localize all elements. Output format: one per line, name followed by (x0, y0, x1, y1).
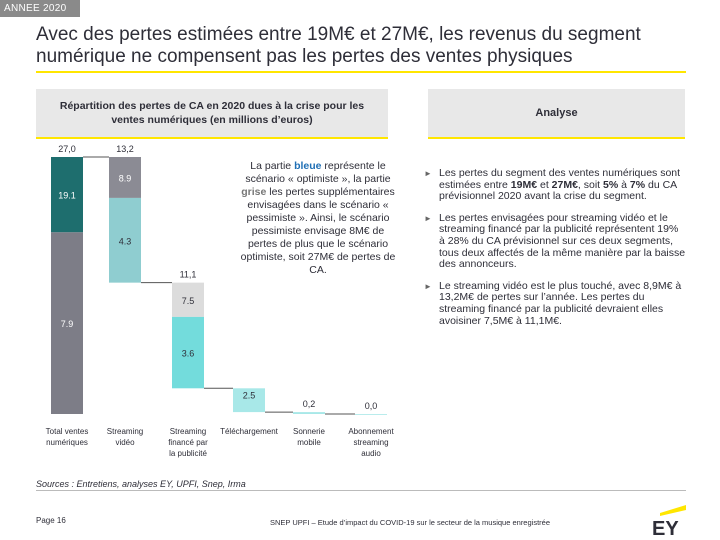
bar-segment-label: 7.5 (182, 296, 195, 306)
bullet-text: Les pertes envisagées pour streaming vid… (439, 211, 686, 271)
footer-divider (36, 490, 686, 491)
bar-total-part-a (51, 232, 83, 414)
bar-segment-label: 2.5 (243, 390, 256, 400)
bullet-arrow-icon: ► (424, 169, 432, 178)
bullet-text: à (618, 178, 630, 191)
scenario-note: La partie bleue représente le scénario «… (238, 160, 398, 277)
bar-4-optimistic (293, 412, 325, 414)
note-text-2: représente le scénario « optimiste », la… (245, 160, 391, 185)
bar-value-label: 0,0 (365, 401, 378, 411)
note-blue-word: bleue (294, 160, 322, 172)
page-title: Avec des pertes estimées entre 19M€ et 2… (36, 24, 641, 67)
category-label: Streaming vidéo (107, 427, 143, 447)
bar-2-optimistic (172, 316, 204, 389)
year-tag: ANNEE 2020 (0, 0, 80, 17)
ey-logo-beam-icon (660, 505, 686, 516)
analyse-header: Analyse (428, 89, 685, 139)
bar-value-label: 11,1 (180, 270, 197, 280)
category-label: Sonnerie mobile (293, 427, 326, 447)
bar-1-pessimistic (109, 157, 141, 198)
bullet-text: Le streaming vidéo est le plus touché, a… (439, 279, 682, 327)
bar-value-label: 0,2 (303, 399, 316, 409)
note-text-3: les pertes supplémentaires envisagées da… (240, 186, 396, 276)
ey-logo: EY (652, 505, 686, 537)
note-text-1: La partie (250, 160, 295, 172)
analyse-bullet: ► Les pertes envisagées pour streaming v… (424, 211, 686, 271)
category-label: Téléchargement (220, 427, 279, 436)
ey-logo-text: EY (652, 518, 679, 537)
bullet-arrow-icon: ► (424, 213, 432, 223)
page-number: Page 16 (36, 516, 66, 525)
title-underline (36, 71, 686, 73)
bar-value-label: 13,2 (116, 144, 134, 154)
bar-3-optimistic (233, 388, 265, 413)
bullet-text: du CA prévisionnel 2020 avant la crise d… (439, 178, 677, 203)
bar-segment-label: 19.1 (58, 191, 76, 201)
analyse-bullets: ► Les pertes du segment des ventes numér… (424, 167, 686, 337)
analyse-bullet: ► Le streaming vidéo est le plus touché,… (424, 279, 686, 327)
chart-header: Répartition des pertes de CA en 2020 due… (36, 89, 388, 139)
bullet-bold: 5% (603, 178, 619, 191)
category-label: Total ventes numériques (46, 427, 89, 447)
bullet-arrow-icon: ► (424, 281, 432, 291)
footer-text: SNEP UPFI – Etude d’impact du COVID-19 s… (270, 518, 550, 527)
sources: Sources : Entretiens, analyses EY, UPFI,… (36, 479, 246, 489)
bullet-text: Les pertes du segment des ventes numériq… (439, 167, 681, 191)
bar-value-label: 27,0 (58, 144, 76, 154)
bullet-bold: 19M€ (510, 178, 538, 191)
bar-2-pessimistic (172, 282, 204, 317)
bar-5-optimistic (355, 414, 387, 415)
note-grey-word: grise (241, 186, 267, 198)
bar-segment-label: 7.9 (61, 319, 74, 329)
bullet-bold: 27M€ (551, 178, 578, 191)
bar-segment-label: 3.6 (182, 349, 195, 359)
bar-segment-label: 4.3 (119, 236, 132, 246)
bar-segment-label: 8.9 (119, 173, 132, 183)
bar-1-optimistic (109, 197, 141, 283)
category-label: Abonnement streaming audio (348, 427, 394, 458)
bullet-bold: 7% (629, 178, 646, 191)
category-label: Streaming financé par la publicité (168, 427, 208, 458)
bar-total-part-b (51, 157, 83, 233)
bullet-text: et (537, 178, 552, 191)
bullet-text: , soit (577, 178, 604, 191)
analyse-bullet: ► Les pertes du segment des ventes numér… (424, 167, 686, 203)
